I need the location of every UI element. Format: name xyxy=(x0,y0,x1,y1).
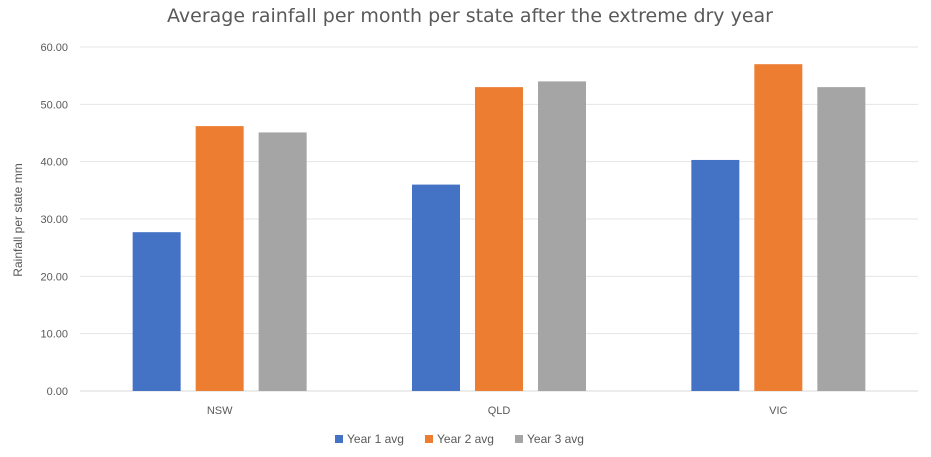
x-tick-label: QLD xyxy=(488,405,511,417)
legend-label: Year 2 avg xyxy=(437,432,494,446)
legend: Year 1 avg Year 2 avg Year 3 avg xyxy=(335,432,584,446)
y-tick-label: 10.00 xyxy=(40,329,68,341)
bar-nsw-series-2 xyxy=(195,126,244,392)
y-axis-label: Rainfall per state mm xyxy=(11,163,25,276)
y-tick-label: 50.00 xyxy=(40,99,68,111)
x-axis-ticks: NSW QLD VIC xyxy=(207,405,788,417)
bar-qld-series-2 xyxy=(475,87,523,391)
y-tick-label: 40.00 xyxy=(40,157,68,169)
bar-vic-series-2 xyxy=(754,64,803,391)
y-tick-label: 30.00 xyxy=(40,214,68,226)
legend-swatch xyxy=(425,435,433,443)
x-tick-label: VIC xyxy=(769,405,787,417)
bar-vic-series-1 xyxy=(691,159,740,391)
legend-swatch xyxy=(335,435,343,443)
y-axis-ticks: 0.00 10.00 20.00 30.00 40.00 50.00 60.00 xyxy=(40,42,68,398)
bar-nsw-series-3 xyxy=(258,132,307,391)
bars xyxy=(132,64,866,392)
legend-label: Year 3 avg xyxy=(527,432,584,446)
y-tick-label: 0.00 xyxy=(47,386,68,398)
bar-qld-series-3 xyxy=(538,81,586,392)
y-tick-label: 20.00 xyxy=(40,271,68,283)
y-tick-label: 60.00 xyxy=(40,42,68,54)
legend-swatch xyxy=(515,435,523,443)
chart-title: Average rainfall per month per state aft… xyxy=(167,5,773,27)
legend-label: Year 1 avg xyxy=(347,432,404,446)
bar-nsw-series-1 xyxy=(132,232,181,391)
bar-vic-series-3 xyxy=(817,87,866,391)
x-tick-label: NSW xyxy=(207,405,233,417)
bar-qld-series-1 xyxy=(412,184,460,391)
